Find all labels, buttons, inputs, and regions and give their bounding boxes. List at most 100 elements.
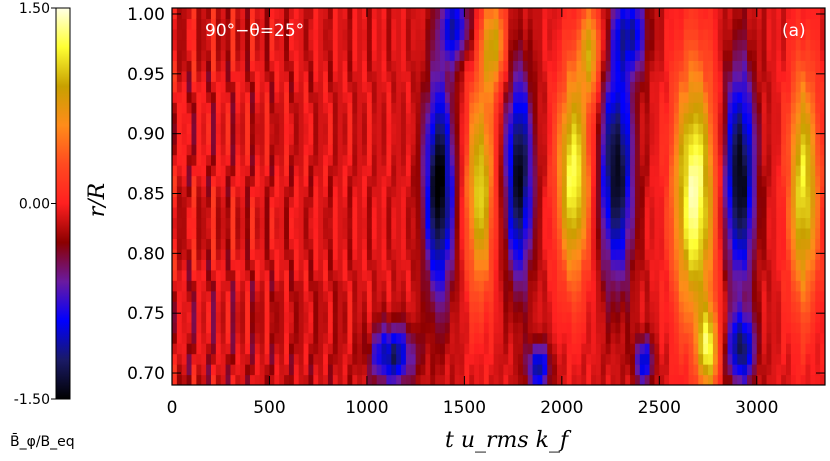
heatmap-cell — [186, 280, 193, 292]
heatmap-cell — [600, 154, 607, 166]
heatmap-cell — [313, 227, 319, 239]
heatmap-cell — [786, 238, 792, 250]
heatmap-cell — [576, 248, 582, 260]
heatmap-cell — [810, 123, 816, 135]
heatmap-cell — [191, 269, 197, 281]
heatmap-cell — [303, 301, 310, 313]
heatmap-cell — [756, 70, 763, 82]
heatmap-cell — [430, 133, 436, 145]
heatmap-cell — [634, 91, 641, 103]
heatmap-cell — [449, 91, 456, 103]
heatmap-cell — [474, 175, 480, 187]
heatmap-cell — [537, 70, 543, 82]
heatmap-cell — [522, 206, 529, 219]
heatmap-cell — [376, 301, 383, 313]
heatmap-cell — [240, 290, 246, 302]
heatmap-cell — [766, 28, 772, 41]
heatmap-cell — [454, 269, 461, 281]
heatmap-cell — [298, 186, 305, 198]
heatmap-cell — [712, 154, 719, 166]
heatmap-cell — [391, 280, 397, 292]
heatmap-cell — [449, 49, 456, 61]
heatmap-cell — [323, 165, 329, 177]
heatmap-cell — [352, 186, 358, 198]
heatmap-cell — [444, 165, 451, 177]
heatmap-cell — [615, 8, 621, 20]
heatmap-cell — [254, 70, 261, 82]
heatmap-cell — [342, 332, 349, 344]
heatmap-cell — [756, 81, 763, 93]
heatmap-cell — [366, 91, 373, 103]
heatmap-cell — [366, 301, 373, 313]
heatmap-cell — [556, 28, 563, 41]
heatmap-cell — [620, 343, 626, 355]
heatmap-cell — [708, 343, 714, 355]
heatmap-cell — [464, 144, 470, 156]
heatmap-cell — [386, 301, 392, 313]
heatmap-cell — [542, 91, 548, 103]
heatmap-cell — [756, 311, 763, 323]
heatmap-cell — [454, 364, 461, 376]
heatmap-cell — [327, 196, 334, 208]
heatmap-cell — [230, 269, 236, 281]
heatmap-cell — [795, 112, 802, 124]
heatmap-cell — [347, 364, 353, 376]
heatmap-cell — [362, 332, 368, 344]
heatmap-cell — [556, 280, 563, 292]
heatmap-cell — [766, 238, 772, 250]
heatmap-cell — [284, 144, 290, 156]
heatmap-cell — [634, 290, 641, 302]
heatmap-cell — [722, 248, 729, 260]
heatmap-cell — [771, 364, 777, 376]
heatmap-cell — [376, 227, 383, 239]
heatmap-cell — [630, 39, 636, 51]
heatmap-cell — [591, 81, 597, 93]
heatmap-cell — [605, 259, 612, 271]
heatmap-cell — [366, 227, 373, 239]
heatmap-cell — [756, 102, 763, 114]
heatmap-cell — [820, 18, 825, 30]
heatmap-cell — [371, 269, 378, 281]
heatmap-cell — [805, 227, 811, 239]
heatmap-cell — [644, 269, 651, 281]
heatmap-cell — [284, 301, 290, 313]
heatmap-cell — [625, 196, 631, 208]
heatmap-cell — [298, 123, 305, 135]
heatmap-cell — [571, 49, 578, 61]
heatmap-cell — [649, 311, 656, 323]
heatmap-cell — [332, 374, 339, 385]
x-tick-label: 3000 — [735, 398, 778, 418]
heatmap-cell — [313, 301, 319, 313]
heatmap-cell — [630, 112, 636, 124]
heatmap-cell — [625, 8, 631, 20]
heatmap-cell — [191, 364, 197, 376]
heatmap-cell — [547, 311, 553, 323]
heatmap-cell — [815, 165, 821, 177]
heatmap-cell — [318, 353, 324, 365]
heatmap-cell — [751, 144, 758, 156]
heatmap-cell — [508, 290, 514, 302]
heatmap-cell — [688, 28, 695, 41]
heatmap-cell — [483, 18, 490, 30]
heatmap-cell — [196, 322, 202, 334]
heatmap-cell — [703, 343, 709, 355]
heatmap-cell — [225, 206, 232, 219]
heatmap-cell — [459, 248, 465, 260]
heatmap-cell — [703, 81, 709, 93]
heatmap-cell — [600, 217, 607, 229]
heatmap-cell — [181, 154, 188, 166]
heatmap-cell — [230, 165, 236, 177]
heatmap-cell — [630, 60, 636, 72]
heatmap-cell — [498, 311, 504, 323]
heatmap-cell — [639, 217, 646, 229]
heatmap-cell — [313, 280, 319, 292]
heatmap-cell — [610, 18, 617, 30]
heatmap-cell — [352, 133, 358, 145]
heatmap-cell — [727, 248, 734, 260]
heatmap-cell — [805, 123, 811, 135]
heatmap-cell — [620, 144, 626, 156]
heatmap-cell — [625, 374, 631, 385]
heatmap-cell — [513, 269, 519, 281]
heatmap-cell — [537, 353, 543, 365]
heatmap-cell — [366, 269, 373, 281]
